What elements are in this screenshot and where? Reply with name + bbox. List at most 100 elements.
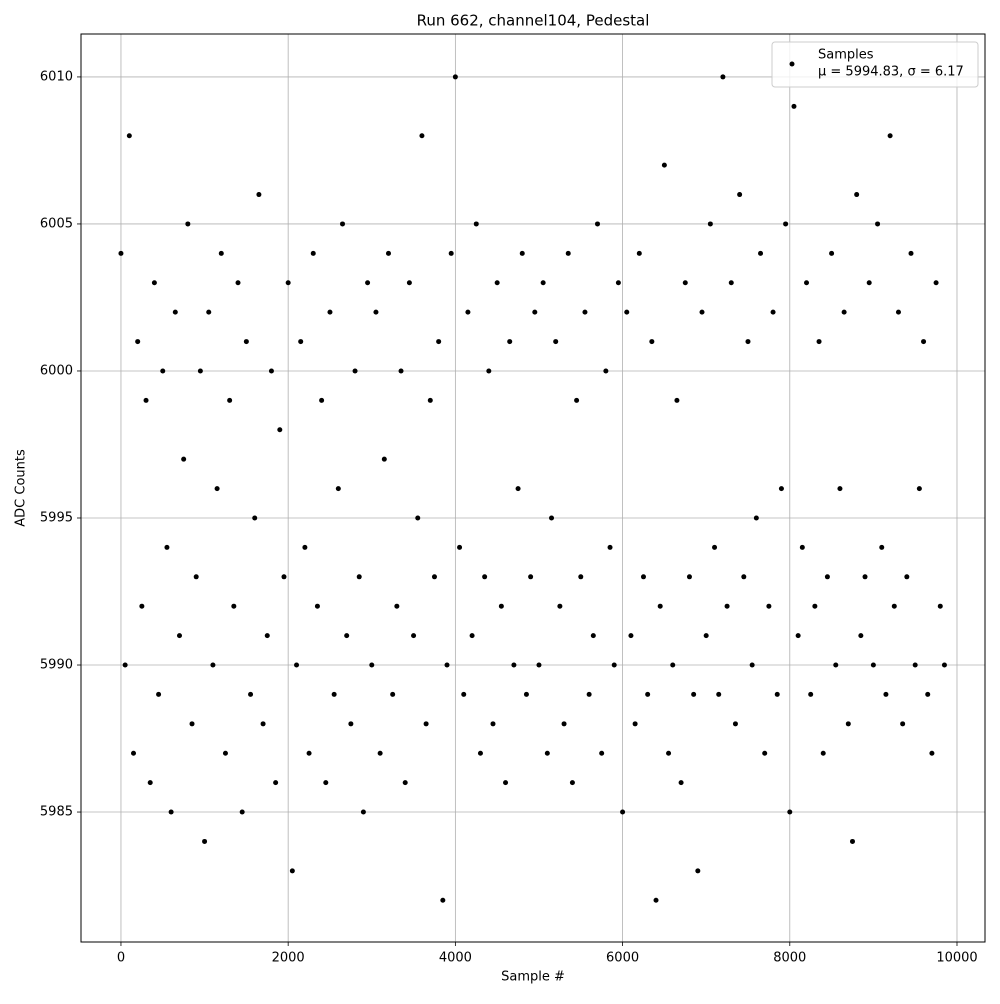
x-axis-label: Sample #	[501, 970, 565, 985]
point	[883, 691, 889, 697]
point	[724, 603, 730, 609]
point	[306, 750, 312, 756]
point	[737, 192, 743, 198]
point	[778, 486, 784, 492]
point	[139, 603, 145, 609]
point	[473, 221, 479, 227]
point	[820, 750, 826, 756]
point	[532, 309, 538, 315]
point	[536, 662, 542, 668]
point	[841, 309, 847, 315]
x-tick-label: 8000	[773, 951, 806, 966]
point	[912, 662, 918, 668]
point	[569, 780, 575, 786]
point	[423, 721, 429, 727]
point	[858, 633, 864, 639]
point	[816, 339, 822, 345]
x-tick-label: 4000	[439, 951, 472, 966]
point	[344, 633, 350, 639]
y-axis-label: ADC Counts	[14, 449, 29, 527]
point	[829, 250, 835, 256]
point	[340, 221, 346, 227]
point	[824, 574, 830, 580]
point	[921, 339, 927, 345]
point	[398, 368, 404, 374]
point	[624, 309, 630, 315]
point	[787, 809, 793, 815]
point	[369, 662, 375, 668]
point	[348, 721, 354, 727]
point	[151, 280, 157, 286]
point	[360, 809, 366, 815]
point	[891, 603, 897, 609]
point	[285, 280, 291, 286]
point	[252, 515, 258, 521]
point	[766, 603, 772, 609]
point	[406, 280, 412, 286]
point	[294, 662, 300, 668]
point	[197, 368, 203, 374]
point	[457, 544, 463, 550]
point	[515, 486, 521, 492]
point	[528, 574, 534, 580]
point	[218, 250, 224, 256]
point	[185, 221, 191, 227]
point	[377, 750, 383, 756]
point	[549, 515, 555, 521]
plot-frame	[80, 33, 986, 943]
point	[189, 721, 195, 727]
point	[670, 662, 676, 668]
point	[845, 721, 851, 727]
point	[131, 750, 137, 756]
point	[222, 750, 228, 756]
point	[298, 339, 304, 345]
point	[937, 603, 943, 609]
y-tick-label: 5985	[40, 805, 73, 820]
y-tick-label: 6005	[40, 216, 73, 231]
point	[440, 897, 446, 903]
point	[695, 868, 701, 874]
point	[678, 780, 684, 786]
point	[603, 368, 609, 374]
point	[210, 662, 216, 668]
point	[373, 309, 379, 315]
x-tick-label: 6000	[606, 951, 639, 966]
point	[561, 721, 567, 727]
point	[122, 662, 128, 668]
point	[620, 809, 626, 815]
point	[691, 691, 697, 697]
point	[640, 574, 646, 580]
points	[118, 74, 947, 903]
point	[490, 721, 496, 727]
point	[636, 250, 642, 256]
point	[925, 691, 931, 697]
point	[666, 750, 672, 756]
point	[465, 309, 471, 315]
point	[156, 691, 162, 697]
point	[565, 250, 571, 256]
point	[657, 603, 663, 609]
point	[176, 633, 182, 639]
point	[365, 280, 371, 286]
point	[615, 280, 621, 286]
point	[469, 633, 475, 639]
point	[895, 309, 901, 315]
chart-title: Run 662, channel104, Pedestal	[417, 12, 650, 30]
point	[126, 133, 132, 139]
point	[875, 221, 881, 227]
point	[202, 838, 208, 844]
point	[231, 603, 237, 609]
point	[411, 633, 417, 639]
point	[273, 780, 279, 786]
point	[436, 339, 442, 345]
point	[281, 574, 287, 580]
point	[335, 486, 341, 492]
point	[674, 397, 680, 403]
point	[645, 691, 651, 697]
point	[916, 486, 922, 492]
point	[607, 544, 613, 550]
point	[804, 280, 810, 286]
point	[193, 574, 199, 580]
